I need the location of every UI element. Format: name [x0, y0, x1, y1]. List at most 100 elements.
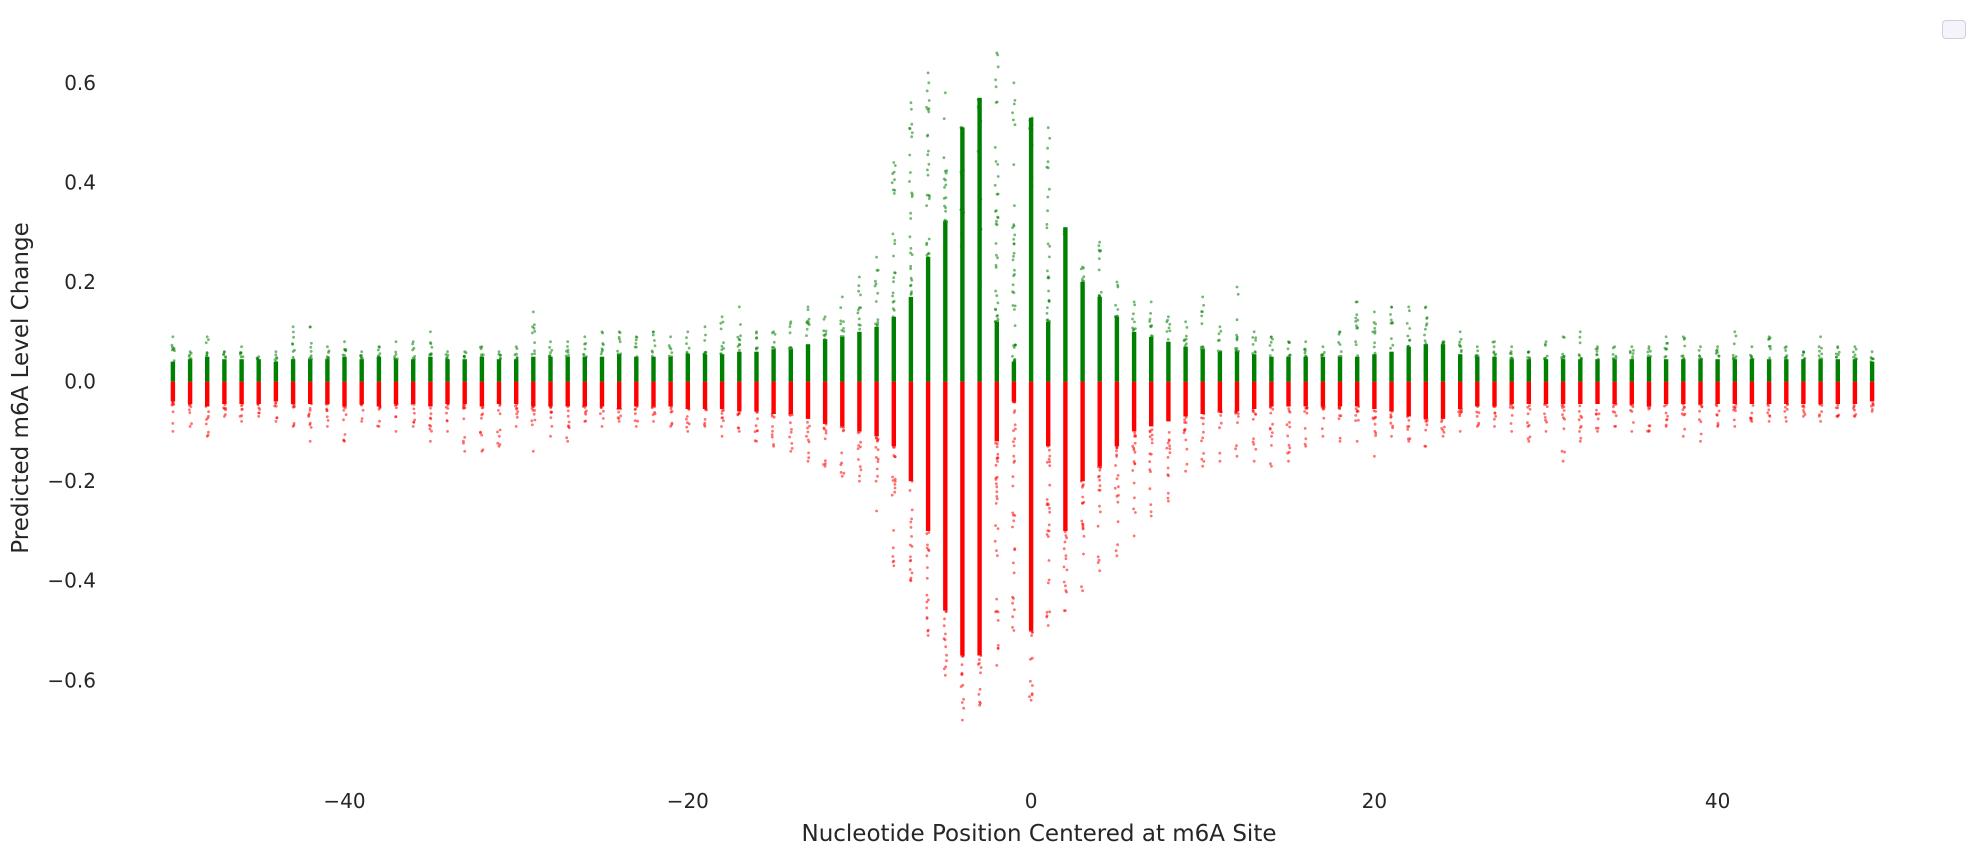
data-point	[207, 414, 210, 418]
data-point	[1201, 464, 1205, 468]
dense-stripe	[187, 381, 193, 404]
dense-stripe	[359, 381, 364, 404]
data-point	[1853, 345, 1857, 349]
data-point	[1011, 561, 1015, 565]
data-point	[1184, 469, 1187, 473]
dense-stripe	[719, 354, 725, 382]
data-point	[1013, 304, 1017, 308]
data-point	[1166, 318, 1169, 322]
data-point	[480, 353, 483, 356]
data-point	[411, 340, 415, 344]
data-point	[1628, 350, 1632, 353]
data-point	[1526, 421, 1529, 425]
data-point	[549, 406, 553, 409]
data-point	[1852, 350, 1855, 354]
dense-stripe	[960, 127, 965, 382]
data-point	[207, 430, 210, 434]
data-point	[1287, 354, 1291, 358]
data-point	[171, 410, 175, 414]
dense-stripe	[1475, 356, 1480, 382]
data-point	[978, 140, 982, 144]
data-point	[788, 435, 791, 439]
data-point	[737, 430, 741, 433]
dense-stripe	[634, 381, 639, 407]
data-point	[1251, 352, 1255, 355]
x-axis-title: Nucleotide Position Centered at m6A Site	[801, 821, 1276, 847]
dense-stripe	[1646, 356, 1652, 382]
data-point	[1029, 216, 1033, 220]
data-point	[978, 687, 982, 691]
data-point	[1784, 349, 1788, 352]
data-point	[1614, 356, 1618, 360]
data-point	[1149, 312, 1152, 315]
data-point	[1682, 406, 1686, 409]
data-point	[1817, 345, 1821, 349]
data-point	[1561, 406, 1564, 409]
data-point	[876, 268, 880, 272]
data-point	[1096, 465, 1100, 469]
data-point	[1270, 434, 1273, 438]
data-point	[874, 282, 878, 286]
data-point	[1134, 327, 1137, 330]
data-point	[1168, 444, 1172, 448]
data-point	[1251, 409, 1255, 413]
data-point	[1046, 146, 1049, 150]
data-point	[1254, 413, 1258, 416]
dense-stripe	[702, 354, 708, 382]
data-point	[498, 404, 502, 407]
data-point	[1116, 308, 1120, 311]
data-point	[1098, 468, 1102, 472]
data-point	[1133, 441, 1137, 445]
data-point	[788, 413, 791, 416]
data-point	[1629, 409, 1632, 412]
data-point	[601, 342, 605, 345]
data-point	[1407, 439, 1411, 443]
data-point	[1304, 340, 1308, 344]
data-point	[498, 428, 502, 432]
data-point	[910, 292, 913, 295]
data-point	[1048, 460, 1052, 464]
data-point	[1148, 487, 1152, 491]
data-point	[1047, 503, 1050, 507]
dense-stripe	[805, 381, 811, 419]
data-point	[839, 319, 843, 323]
dense-stripe	[994, 321, 999, 382]
data-point	[1510, 414, 1514, 417]
dense-stripe	[1715, 381, 1720, 404]
data-point	[205, 434, 209, 438]
dense-stripe	[1578, 381, 1583, 404]
data-point	[839, 335, 843, 338]
data-point	[275, 356, 278, 359]
data-point	[1013, 343, 1017, 347]
data-point	[721, 320, 725, 324]
data-point	[530, 352, 534, 356]
data-point	[309, 345, 313, 349]
data-point	[1406, 415, 1409, 419]
data-point	[892, 192, 896, 195]
data-point	[1389, 318, 1393, 322]
data-point	[1270, 444, 1273, 447]
data-point	[653, 344, 657, 348]
dense-stripe	[1852, 381, 1858, 404]
dense-stripe	[874, 381, 879, 437]
data-point	[720, 425, 723, 428]
data-point	[1543, 416, 1547, 419]
data-point	[1458, 412, 1462, 416]
data-point	[1698, 418, 1701, 422]
dense-stripe	[805, 344, 811, 382]
dense-stripe	[1234, 351, 1240, 382]
data-point	[978, 249, 982, 253]
data-point	[806, 420, 809, 424]
dense-stripe	[359, 359, 364, 382]
data-point	[531, 449, 535, 453]
data-point	[1784, 416, 1788, 419]
data-point	[1254, 336, 1258, 340]
data-point	[1218, 459, 1222, 463]
data-point	[858, 275, 861, 279]
data-point	[326, 425, 329, 428]
data-point	[291, 425, 295, 428]
data-point	[841, 335, 845, 338]
data-point	[1218, 451, 1222, 455]
data-point	[910, 571, 914, 575]
data-point	[1664, 411, 1668, 415]
